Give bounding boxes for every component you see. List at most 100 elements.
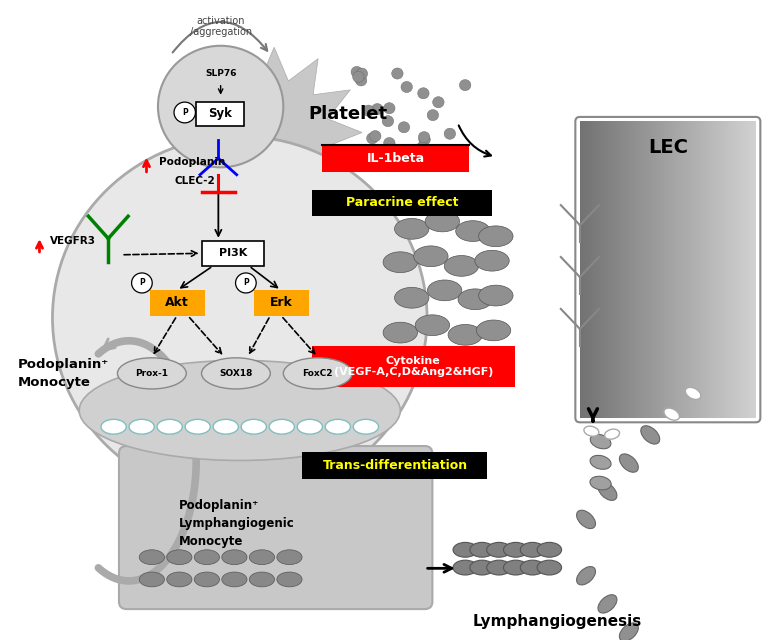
Ellipse shape — [222, 572, 247, 587]
Ellipse shape — [458, 289, 492, 310]
Ellipse shape — [213, 419, 239, 434]
Ellipse shape — [101, 419, 126, 434]
Ellipse shape — [427, 280, 462, 301]
Bar — [323, 145, 469, 172]
Text: P: P — [243, 278, 249, 287]
Text: P: P — [182, 108, 188, 117]
Text: Erk: Erk — [270, 296, 293, 309]
Ellipse shape — [413, 246, 448, 267]
Ellipse shape — [470, 560, 494, 575]
Circle shape — [433, 96, 444, 108]
Ellipse shape — [598, 482, 617, 500]
Ellipse shape — [270, 419, 294, 434]
Circle shape — [418, 132, 430, 143]
Ellipse shape — [577, 511, 595, 529]
Text: SLP76: SLP76 — [205, 69, 236, 78]
Ellipse shape — [167, 572, 192, 587]
Ellipse shape — [157, 419, 182, 434]
Ellipse shape — [325, 419, 350, 434]
Text: Podoplanin: Podoplanin — [159, 157, 226, 167]
Ellipse shape — [353, 419, 379, 434]
Ellipse shape — [194, 572, 219, 587]
Bar — [313, 346, 515, 386]
Ellipse shape — [194, 550, 219, 565]
Ellipse shape — [479, 285, 513, 306]
Ellipse shape — [584, 426, 599, 436]
Text: Cytokine
(VEGF-A,C,D&Ang2&HGF): Cytokine (VEGF-A,C,D&Ang2&HGF) — [333, 356, 493, 377]
Ellipse shape — [577, 566, 595, 585]
Bar — [303, 452, 487, 478]
Circle shape — [367, 132, 378, 144]
Ellipse shape — [590, 476, 611, 490]
Circle shape — [236, 273, 256, 293]
Circle shape — [401, 82, 413, 93]
Ellipse shape — [475, 250, 509, 271]
Text: CLEC-2: CLEC-2 — [175, 176, 216, 186]
Ellipse shape — [249, 572, 275, 587]
FancyBboxPatch shape — [119, 446, 433, 609]
Bar — [149, 291, 205, 316]
Text: Akt: Akt — [166, 296, 189, 309]
Text: Syk: Syk — [208, 107, 232, 120]
Ellipse shape — [487, 543, 511, 557]
Ellipse shape — [202, 358, 270, 389]
Text: SOX18: SOX18 — [219, 369, 253, 378]
Text: FoxC2: FoxC2 — [303, 369, 333, 378]
Circle shape — [419, 134, 430, 145]
Ellipse shape — [167, 550, 192, 565]
Bar — [196, 102, 243, 126]
Ellipse shape — [453, 543, 477, 557]
Ellipse shape — [129, 419, 154, 434]
Ellipse shape — [598, 595, 617, 613]
Circle shape — [132, 273, 152, 293]
Ellipse shape — [477, 320, 511, 341]
Ellipse shape — [185, 419, 210, 434]
Circle shape — [392, 68, 403, 79]
Text: Platelet: Platelet — [309, 105, 387, 123]
Circle shape — [351, 66, 363, 78]
Circle shape — [460, 80, 471, 91]
Circle shape — [174, 102, 196, 123]
Circle shape — [382, 116, 393, 127]
Ellipse shape — [444, 255, 479, 276]
Ellipse shape — [590, 455, 611, 469]
Ellipse shape — [277, 572, 302, 587]
Circle shape — [417, 141, 428, 153]
Text: Lymphangiogenesis: Lymphangiogenesis — [472, 614, 641, 629]
Ellipse shape — [504, 543, 528, 557]
Ellipse shape — [283, 358, 352, 389]
Ellipse shape — [470, 543, 494, 557]
Ellipse shape — [619, 623, 638, 641]
Text: PI3K: PI3K — [219, 248, 247, 258]
Text: Podoplanin⁺
Monocyte: Podoplanin⁺ Monocyte — [18, 358, 109, 389]
Text: activation
/aggregation: activation /aggregation — [189, 15, 252, 37]
Ellipse shape — [591, 435, 611, 449]
Ellipse shape — [79, 361, 400, 460]
Text: Podoplanin⁺
Lymphangiogenic
Monocyte: Podoplanin⁺ Lymphangiogenic Monocyte — [179, 500, 294, 548]
Circle shape — [383, 138, 395, 149]
Circle shape — [355, 75, 367, 86]
Text: VEGFR3: VEGFR3 — [50, 237, 96, 246]
Ellipse shape — [394, 219, 429, 239]
Circle shape — [370, 131, 381, 141]
Ellipse shape — [521, 543, 544, 557]
Ellipse shape — [479, 226, 513, 247]
Ellipse shape — [537, 560, 561, 575]
Circle shape — [158, 46, 283, 167]
Ellipse shape — [487, 560, 511, 575]
Ellipse shape — [504, 560, 528, 575]
Ellipse shape — [664, 408, 679, 421]
Ellipse shape — [241, 419, 266, 434]
Circle shape — [398, 122, 410, 133]
Text: Paracrine effect: Paracrine effect — [346, 196, 458, 210]
Text: Prox-1: Prox-1 — [136, 369, 169, 378]
Ellipse shape — [604, 429, 620, 439]
Ellipse shape — [619, 454, 638, 472]
Text: Trans-differentiation: Trans-differentiation — [323, 459, 467, 472]
Bar — [313, 190, 492, 216]
Ellipse shape — [521, 560, 544, 575]
Circle shape — [417, 87, 429, 99]
Circle shape — [444, 128, 456, 140]
Text: LEC: LEC — [648, 138, 688, 157]
Ellipse shape — [453, 560, 477, 575]
